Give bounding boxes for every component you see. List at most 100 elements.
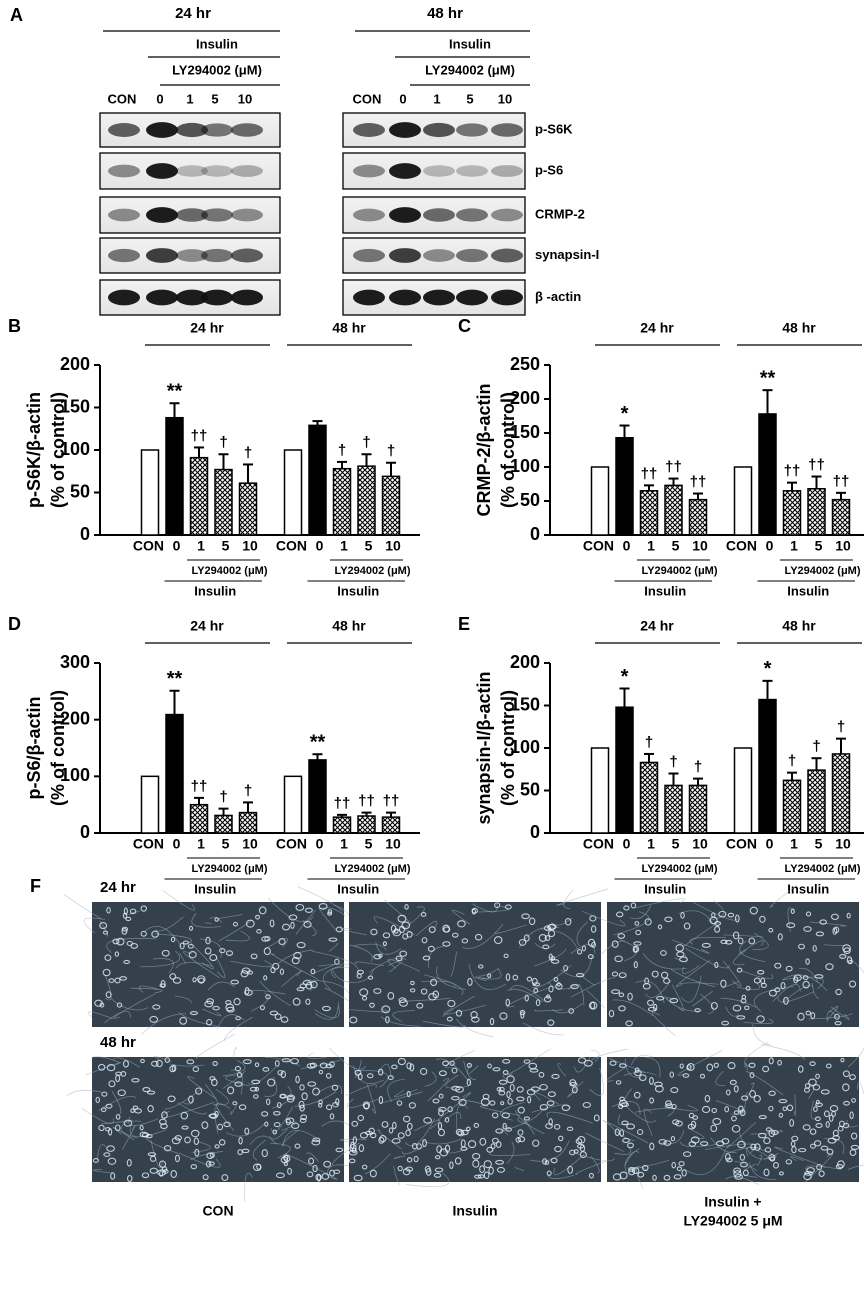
cell [139, 1125, 144, 1131]
cell [827, 1137, 837, 1144]
cell [675, 944, 684, 952]
neurite [534, 1009, 564, 1012]
cell [805, 1010, 812, 1016]
neurite [122, 1125, 136, 1150]
cell [828, 1114, 834, 1122]
cell [843, 1100, 850, 1106]
cell [785, 1159, 793, 1165]
x-tick-label: 5 [365, 538, 373, 554]
cell [790, 1140, 796, 1147]
neurite [548, 982, 581, 990]
cell [633, 941, 642, 946]
cell [434, 1155, 441, 1160]
neurite [463, 1060, 477, 1081]
cell [437, 1128, 446, 1137]
cell [581, 945, 586, 952]
cell [669, 997, 679, 1004]
cell [97, 1063, 106, 1071]
cell [212, 1005, 220, 1011]
cell [119, 976, 128, 981]
cell [483, 1171, 490, 1180]
y-tick-label: 200 [60, 708, 90, 728]
neurite [726, 1121, 757, 1149]
cell [778, 1171, 784, 1176]
x-tick-label: CON [276, 836, 307, 852]
neurite [424, 974, 464, 996]
cell [451, 1067, 458, 1074]
cell [256, 929, 262, 934]
neurite [563, 889, 574, 909]
significance-label: † [362, 434, 370, 451]
neurite [154, 1055, 172, 1063]
cell [568, 1008, 575, 1014]
cell [564, 918, 572, 926]
panel-label: B [8, 316, 21, 336]
neurite [823, 1138, 845, 1154]
cell [665, 1100, 672, 1107]
cell [547, 1091, 556, 1098]
cell [249, 1086, 258, 1092]
cell [724, 939, 733, 945]
neurite [251, 989, 286, 995]
blot-band [231, 289, 263, 306]
cell [575, 1138, 583, 1145]
cell [121, 928, 128, 935]
row-label: 24 hr [100, 879, 136, 896]
bar [214, 814, 233, 834]
neurite [217, 1014, 245, 1030]
inhibitor-label: LY294002 (μM) [334, 565, 410, 577]
neurite [506, 1141, 515, 1164]
cell [733, 1085, 739, 1093]
cell [474, 933, 483, 941]
cell [763, 1168, 770, 1177]
group-label: 48 hr [782, 320, 816, 336]
y-tick-label: 100 [60, 765, 90, 785]
cell [272, 1129, 278, 1135]
neurite [462, 924, 504, 949]
panel-label: F [30, 876, 41, 896]
cell [839, 953, 847, 959]
y-tick-label: 200 [60, 354, 90, 374]
cell [749, 1090, 757, 1098]
cell [749, 1072, 755, 1079]
cell [204, 1000, 214, 1008]
cell [232, 1101, 238, 1106]
cell [219, 948, 226, 954]
neurite [199, 938, 222, 958]
cell [626, 1123, 636, 1130]
cell [294, 1143, 301, 1149]
x-tick-label: 1 [790, 538, 798, 554]
cell [160, 980, 166, 989]
cell [307, 1081, 317, 1087]
cell [159, 1118, 167, 1126]
cell [312, 1137, 321, 1143]
cell [714, 961, 719, 969]
cell [290, 1122, 300, 1130]
blot-band [108, 164, 140, 178]
cell [261, 1111, 269, 1117]
cell [757, 1132, 767, 1139]
cell [140, 1058, 145, 1064]
cell [768, 1090, 776, 1097]
blot-band [201, 289, 233, 306]
treatment-label: Insulin [337, 583, 379, 598]
cell [631, 1167, 640, 1175]
cell [528, 917, 536, 926]
cell [818, 1170, 825, 1178]
neurite [679, 1141, 718, 1148]
cell [546, 1170, 552, 1176]
bar [189, 456, 209, 536]
cell [423, 1117, 433, 1124]
cell [397, 1057, 406, 1066]
cell [813, 1106, 818, 1112]
x-tick-label: 5 [365, 836, 373, 852]
inhibitor-label: LY294002 (μM) [191, 863, 267, 875]
neurite [225, 1122, 266, 1137]
neurite [366, 1084, 376, 1114]
blot-band [491, 248, 523, 263]
cell [790, 908, 795, 915]
cell [734, 914, 740, 923]
lane-label: 0 [156, 91, 163, 106]
panel-label: D [8, 614, 21, 634]
cell [815, 1123, 823, 1129]
